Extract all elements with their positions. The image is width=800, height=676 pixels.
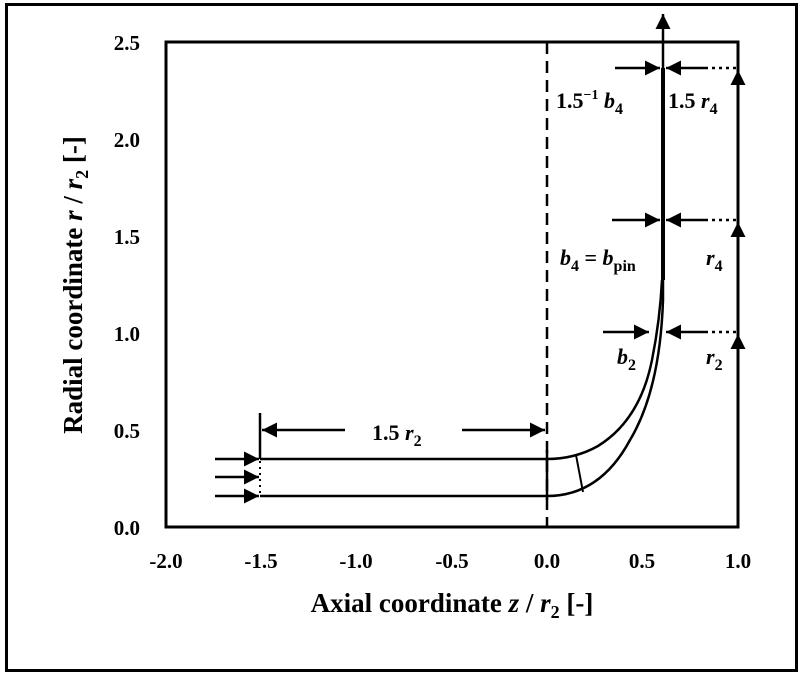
x-tick: 1.0 (725, 549, 751, 573)
x-tick: 0.5 (629, 549, 655, 573)
inlet-channel (259, 450, 549, 500)
x-tick: -1.0 (339, 549, 372, 573)
y-tick: 0.0 (114, 516, 140, 540)
y-tick-labels: 2.5 2.0 1.5 1.0 0.5 0.0 (114, 31, 140, 540)
inlet-flow-arrows (215, 451, 259, 504)
y-axis-title: Radial coordinate r / r2 [-] (58, 136, 92, 434)
plot-area (164, 40, 740, 529)
y-tick: 1.0 (114, 322, 140, 346)
label-b4-scaled: 1.5−1 b4 (556, 88, 623, 118)
impeller-bend (546, 14, 671, 498)
y-tick: 2.0 (114, 128, 140, 152)
x-tick: 0.0 (534, 549, 560, 573)
inlet-length-dimension (258, 413, 545, 459)
y-tick: 2.5 (114, 31, 140, 55)
width-arrows (603, 60, 736, 340)
x-tick: -2.0 (149, 549, 182, 573)
label-r2: r2 (706, 344, 723, 374)
label-b2: b2 (617, 344, 636, 374)
label-b4-bpin: b4 = bpin (560, 245, 636, 275)
label-inlet-length: 1.5 r2 (372, 420, 422, 450)
label-r4-scaled: 1.5 r4 (668, 88, 718, 118)
label-r4: r4 (706, 245, 723, 275)
x-tick-labels: -2.0 -1.5 -1.0 -0.5 0.0 0.5 1.0 (149, 549, 751, 573)
figure-frame (5, 3, 798, 672)
x-axis-title: Axial coordinate z / r2 [-] (311, 588, 594, 622)
y-tick: 1.5 (114, 225, 140, 249)
x-tick: -0.5 (435, 549, 468, 573)
x-tick: -1.5 (244, 549, 277, 573)
y-tick: 0.5 (114, 419, 140, 443)
